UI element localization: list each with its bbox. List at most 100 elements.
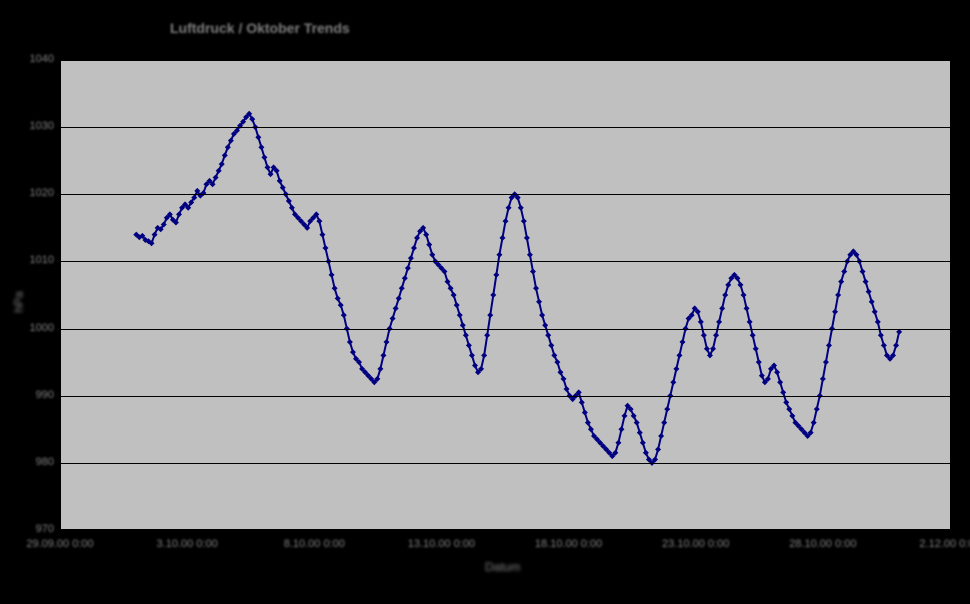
gridline (60, 60, 950, 61)
data-marker (643, 450, 649, 456)
data-marker (722, 292, 728, 298)
data-marker (487, 312, 493, 318)
data-marker (835, 292, 841, 298)
data-marker (414, 235, 420, 241)
data-marker (530, 269, 536, 275)
data-marker (664, 406, 670, 412)
y-tick-label: 1040 (20, 53, 54, 65)
data-marker (322, 245, 328, 251)
data-marker (707, 352, 713, 358)
data-marker (411, 245, 417, 251)
x-tick-label: 29.09.00 0:00 (20, 538, 100, 550)
x-tick-mark (441, 530, 442, 534)
data-marker (377, 366, 383, 372)
data-marker (710, 346, 716, 352)
data-marker (152, 232, 158, 238)
data-marker (225, 144, 231, 150)
data-marker (426, 242, 432, 248)
x-tick-mark (314, 530, 315, 534)
gridline (60, 329, 950, 330)
data-marker (774, 369, 780, 375)
data-marker (780, 389, 786, 395)
data-marker (725, 282, 731, 288)
gridline (60, 127, 950, 128)
data-marker (490, 292, 496, 298)
x-axis-label: Datum (485, 560, 520, 574)
data-marker (811, 420, 817, 426)
data-line-path (136, 114, 899, 463)
y-tick-mark (56, 60, 60, 61)
data-marker (789, 413, 795, 419)
data-marker (615, 440, 621, 446)
data-marker (554, 359, 560, 365)
data-marker (448, 285, 454, 291)
data-marker (658, 433, 664, 439)
data-marker (741, 292, 747, 298)
data-marker (753, 346, 759, 352)
data-marker (823, 359, 829, 365)
data-marker (319, 232, 325, 238)
y-tick-mark (56, 261, 60, 262)
data-marker (335, 295, 341, 301)
data-marker (445, 279, 451, 285)
data-marker (350, 349, 356, 355)
data-marker (329, 272, 335, 278)
data-marker (536, 299, 542, 305)
data-marker (838, 279, 844, 285)
data-marker (332, 285, 338, 291)
x-tick-mark (60, 530, 61, 534)
data-marker (640, 440, 646, 446)
data-line (60, 60, 950, 530)
y-tick-mark (56, 463, 60, 464)
data-marker (618, 426, 624, 432)
plot-area (60, 60, 950, 530)
data-marker (634, 420, 640, 426)
data-marker (503, 218, 509, 224)
data-marker (463, 332, 469, 338)
y-tick-label: 990 (20, 389, 54, 401)
data-marker (521, 218, 527, 224)
chart-container: Luftdruck / Oktober Trends hPa Datum 970… (0, 0, 970, 604)
data-marker (872, 309, 878, 315)
x-tick-mark (950, 530, 951, 534)
data-marker (216, 168, 222, 174)
data-marker (582, 410, 588, 416)
data-marker (484, 332, 490, 338)
data-marker (661, 420, 667, 426)
x-tick-mark (569, 530, 570, 534)
data-marker (551, 352, 557, 358)
data-marker (451, 292, 457, 298)
data-marker (454, 302, 460, 308)
data-marker (499, 235, 505, 241)
data-marker (347, 339, 353, 345)
data-marker (481, 352, 487, 358)
gridline (60, 261, 950, 262)
data-marker (460, 322, 466, 328)
data-marker (518, 205, 524, 211)
data-marker (469, 352, 475, 358)
data-marker (866, 289, 872, 295)
data-marker (560, 376, 566, 382)
y-tick-label: 1000 (20, 322, 54, 334)
data-marker (423, 232, 429, 238)
y-tick-label: 970 (20, 523, 54, 535)
data-marker (539, 312, 545, 318)
data-marker (280, 185, 286, 191)
data-marker (341, 312, 347, 318)
data-marker (557, 369, 563, 375)
chart-title: Luftdruck / Oktober Trends (170, 20, 350, 36)
data-marker (527, 252, 533, 258)
data-marker (496, 252, 502, 258)
data-marker (777, 379, 783, 385)
x-tick-mark (696, 530, 697, 534)
y-tick-label: 1020 (20, 187, 54, 199)
data-marker (405, 265, 411, 271)
data-marker (893, 342, 899, 348)
data-marker (493, 272, 499, 278)
data-marker (338, 302, 344, 308)
y-tick-mark (56, 329, 60, 330)
y-tick-mark (56, 194, 60, 195)
data-marker (228, 138, 234, 144)
data-marker (860, 269, 866, 275)
data-marker (655, 446, 661, 452)
